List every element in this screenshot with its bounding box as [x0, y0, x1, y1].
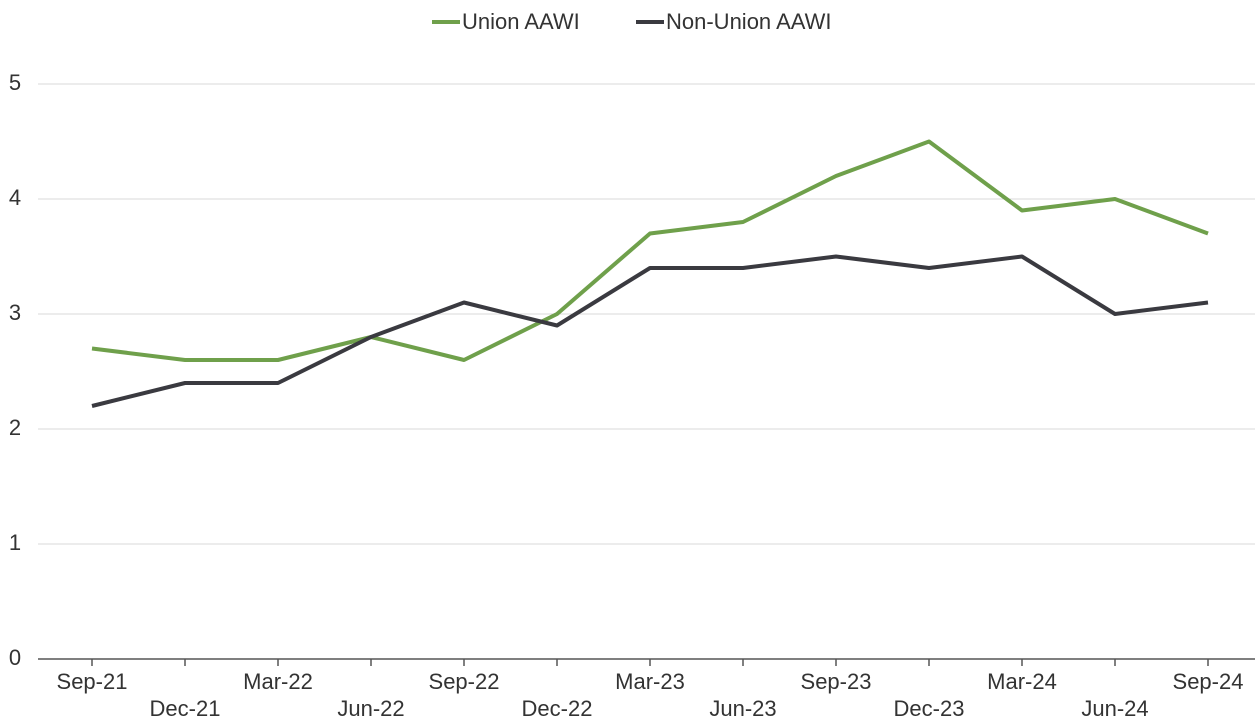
y-tick-label: 5: [9, 70, 21, 95]
x-tick-label: Sep-21: [57, 669, 128, 694]
x-tick-label: Mar-24: [987, 669, 1057, 694]
x-tick-label: Jun-23: [709, 696, 776, 721]
y-tick-label: 2: [9, 415, 21, 440]
legend-label: Non-Union AAWI: [666, 9, 831, 34]
x-tick-label: Sep-23: [801, 669, 872, 694]
x-tick-label: Mar-22: [243, 669, 313, 694]
series-line: [91, 254, 1209, 408]
y-tick-label: 1: [9, 530, 21, 555]
y-tick-label: 0: [9, 645, 21, 670]
x-tick-label: Jun-22: [337, 696, 404, 721]
x-tick-label: Dec-21: [150, 696, 221, 721]
x-tick-label: Jun-24: [1081, 696, 1148, 721]
x-tick-label: Dec-22: [522, 696, 593, 721]
x-tick-label: Sep-24: [1173, 669, 1244, 694]
y-tick-label: 4: [9, 185, 21, 210]
y-tick-label: 3: [9, 300, 21, 325]
x-tick-label: Mar-23: [615, 669, 685, 694]
x-tick-label: Dec-23: [894, 696, 965, 721]
legend-label: Union AAWI: [462, 9, 580, 34]
x-tick-label: Sep-22: [429, 669, 500, 694]
series-line: [91, 139, 1209, 362]
